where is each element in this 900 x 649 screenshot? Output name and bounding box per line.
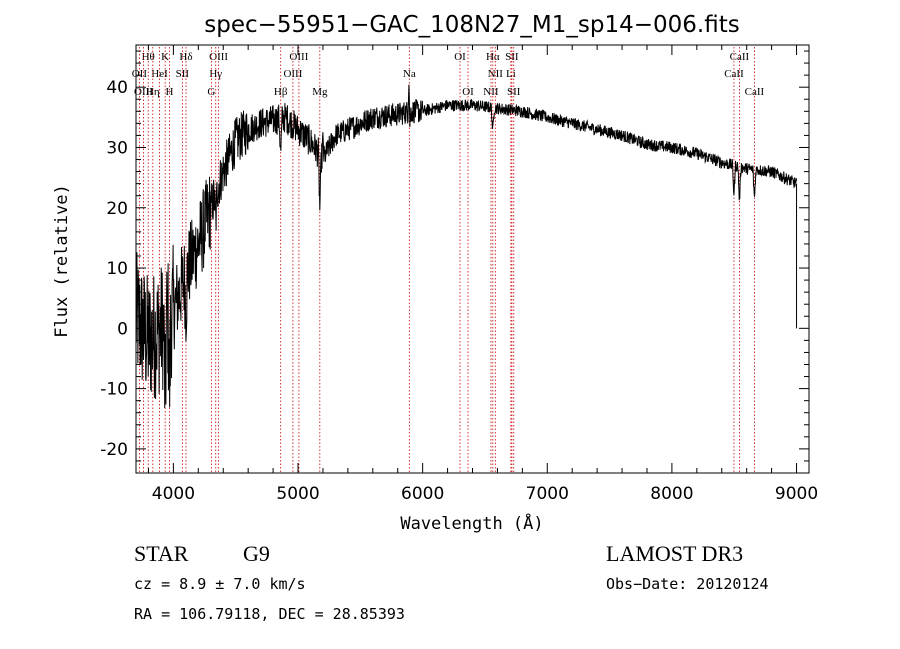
x-tick-label: 8000 [650, 484, 693, 504]
line-marker-label: SII [507, 86, 521, 98]
spectrum-series [135, 84, 798, 409]
survey-name: LAMOST DR3 [606, 541, 743, 566]
line-marker-label: Hγ [209, 68, 222, 80]
line-marker-label: OIII [134, 86, 153, 98]
line-marker-label: CaII [730, 51, 750, 63]
line-marker-label: K [161, 51, 169, 63]
line-marker-label: NII [488, 68, 504, 80]
line-marker-label: OII [132, 68, 148, 80]
line-marker-label: Hα [486, 51, 500, 63]
y-axis-label: Flux (relative) [52, 184, 72, 338]
object-class: STAR [134, 541, 189, 566]
line-marker-label: OI [454, 51, 466, 63]
line-marker-label: OIII [283, 68, 302, 80]
x-tick-label: 5000 [276, 484, 319, 504]
line-marker-label: OI [462, 86, 474, 98]
line-marker-label: Hη [146, 86, 160, 98]
spectrum-line [135, 84, 797, 409]
line-marker-label: Hβ [274, 86, 288, 98]
line-marker-label: HeI [151, 68, 168, 80]
y-tick-label: 30 [106, 138, 128, 158]
line-marker-label: G [207, 86, 215, 98]
line-marker-label: NII [483, 86, 499, 98]
y-tick-label: -10 [100, 380, 128, 400]
x-tick-label: 7000 [526, 484, 569, 504]
y-tick-label: 0 [117, 319, 128, 339]
line-marker-label: OIII [209, 51, 228, 63]
y-tick-label: -20 [100, 440, 128, 460]
line-marker-label: OIII [289, 51, 308, 63]
line-marker-label: SII [176, 68, 190, 80]
axis-ticks: 4000 5000 6000 7000 8000 9000 -20 -10 0 10 20 30 40 [100, 45, 818, 504]
redshift-cz: cz = 8.9 ± 7.0 km/s [134, 575, 306, 593]
line-marker-label: Li [506, 68, 516, 80]
line-marker-label: H [166, 86, 174, 98]
x-tick-label: 9000 [775, 484, 818, 504]
line-marker-label: Hθ [142, 51, 155, 63]
observation-date: Obs−Date: 20120124 [606, 575, 769, 593]
emission-line-markers: Hθ K Hδ OIII OIII OI Hα SII CaII OII HeI SII Hγ OIII N… [132, 47, 765, 473]
y-tick-label: 40 [106, 78, 128, 98]
line-marker-label: CaII [724, 68, 744, 80]
line-marker-label: Na [403, 68, 416, 80]
line-marker-label: Hδ [179, 51, 192, 63]
line-marker-label: SII [505, 51, 519, 63]
y-tick-label: 10 [106, 259, 128, 279]
x-tick-label: 6000 [401, 484, 444, 504]
x-axis-label: Wavelength (Å) [400, 512, 543, 534]
x-tick-label: 4000 [152, 484, 195, 504]
plot-frame [135, 44, 810, 474]
line-marker-label: Mg [312, 86, 328, 98]
line-marker-label: CaII [745, 86, 765, 98]
coordinates: RA = 106.79118, DEC = 28.85393 [134, 605, 405, 623]
chart-title: spec−55951−GAC_108N27_M1_sp14−006.fits [204, 12, 739, 38]
object-subclass: G9 [243, 541, 270, 566]
y-tick-label: 20 [106, 199, 128, 219]
